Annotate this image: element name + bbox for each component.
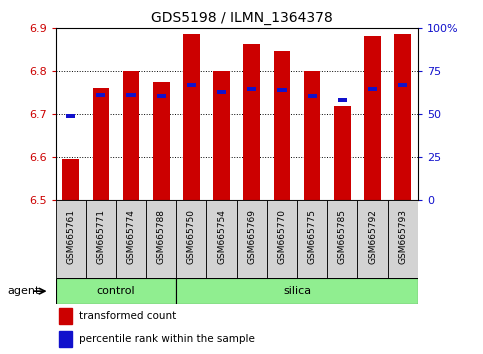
- Text: GSM665754: GSM665754: [217, 209, 226, 264]
- Bar: [357, 200, 388, 278]
- Bar: [364, 36, 381, 200]
- Bar: [243, 44, 260, 200]
- Bar: [62, 159, 79, 200]
- Bar: [308, 94, 317, 98]
- Bar: [153, 82, 170, 200]
- Bar: [116, 200, 146, 278]
- Text: GSM665785: GSM665785: [338, 209, 347, 264]
- Text: GDS5198 / ILMN_1364378: GDS5198 / ILMN_1364378: [151, 11, 332, 25]
- Bar: [59, 308, 72, 324]
- Bar: [86, 200, 116, 278]
- Bar: [304, 71, 320, 200]
- Bar: [146, 200, 176, 278]
- Text: GSM665793: GSM665793: [398, 209, 407, 264]
- Bar: [93, 87, 109, 200]
- Bar: [297, 200, 327, 278]
- Bar: [207, 200, 237, 278]
- Bar: [338, 98, 347, 102]
- Text: GSM665770: GSM665770: [277, 209, 286, 264]
- Text: agent: agent: [7, 286, 40, 296]
- Bar: [388, 200, 418, 278]
- Bar: [213, 71, 230, 200]
- Bar: [217, 90, 226, 94]
- Bar: [398, 83, 407, 87]
- Bar: [176, 278, 418, 304]
- Bar: [56, 200, 86, 278]
- Text: GSM665750: GSM665750: [187, 209, 196, 264]
- Bar: [127, 93, 136, 97]
- Text: GSM665771: GSM665771: [96, 209, 105, 264]
- Bar: [66, 114, 75, 118]
- Bar: [274, 51, 290, 200]
- Text: GSM665775: GSM665775: [308, 209, 317, 264]
- Bar: [247, 87, 256, 91]
- Bar: [123, 71, 139, 200]
- Bar: [183, 34, 199, 200]
- Bar: [59, 331, 72, 347]
- Bar: [56, 278, 176, 304]
- Text: GSM665761: GSM665761: [66, 209, 75, 264]
- Bar: [368, 87, 377, 91]
- Bar: [334, 105, 351, 200]
- Bar: [237, 200, 267, 278]
- Text: control: control: [97, 286, 135, 296]
- Text: transformed count: transformed count: [79, 311, 176, 321]
- Text: GSM665792: GSM665792: [368, 209, 377, 264]
- Bar: [327, 200, 357, 278]
- Text: GSM665769: GSM665769: [247, 209, 256, 264]
- Text: GSM665774: GSM665774: [127, 209, 136, 264]
- Bar: [187, 83, 196, 87]
- Text: percentile rank within the sample: percentile rank within the sample: [79, 334, 255, 344]
- Bar: [277, 88, 286, 92]
- Bar: [395, 34, 411, 200]
- Text: silica: silica: [283, 286, 311, 296]
- Bar: [267, 200, 297, 278]
- Bar: [156, 94, 166, 98]
- Bar: [176, 200, 207, 278]
- Bar: [96, 93, 105, 97]
- Text: GSM665788: GSM665788: [156, 209, 166, 264]
